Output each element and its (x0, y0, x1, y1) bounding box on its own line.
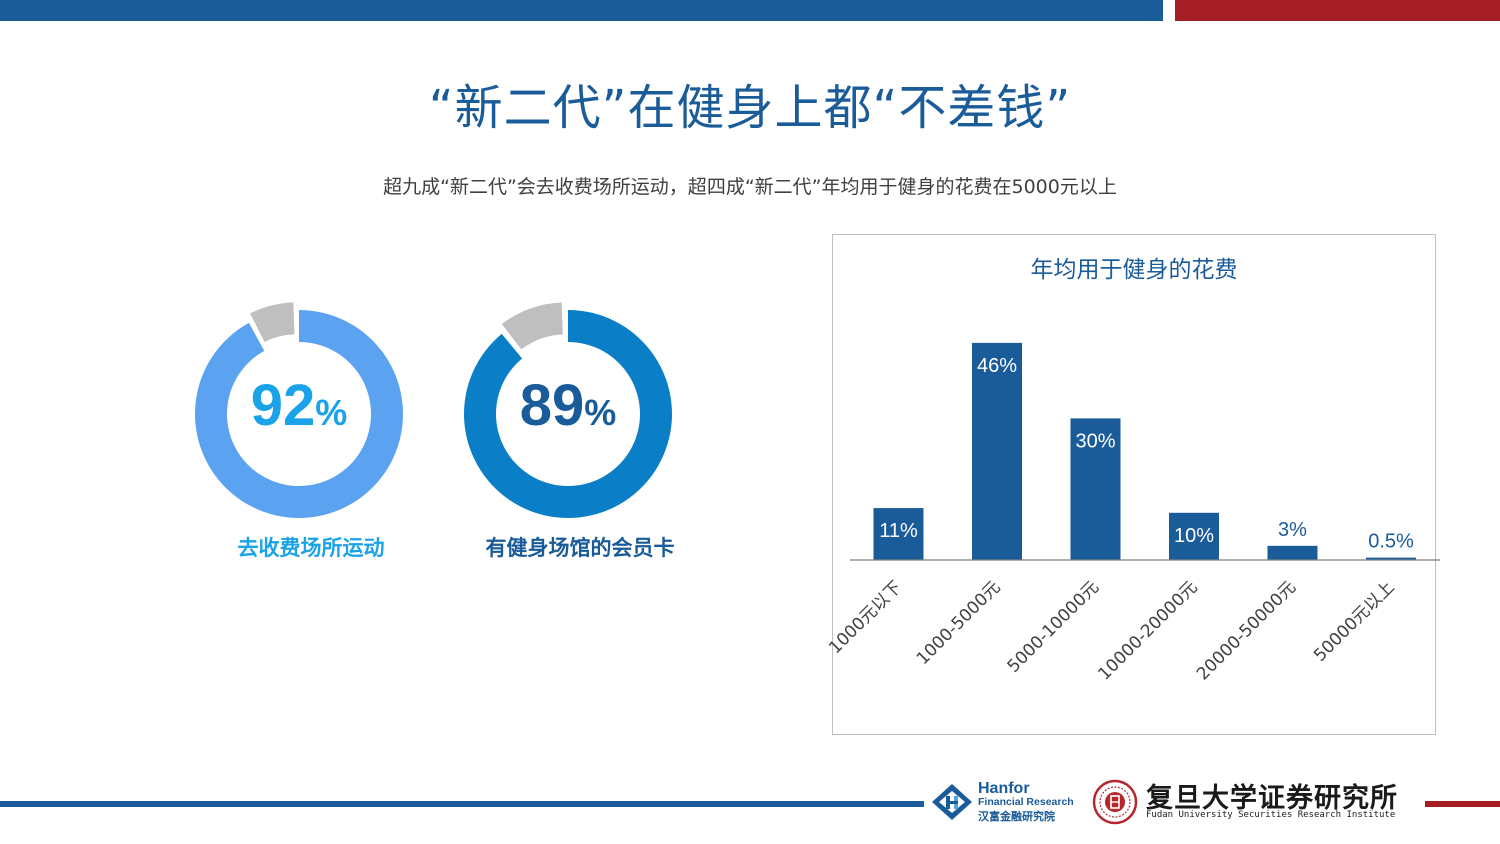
donut-label-membership: 有健身场馆的会员卡 (485, 536, 675, 560)
donut-remainder-arc (250, 302, 295, 342)
donut-ring (195, 302, 403, 518)
bar (1070, 418, 1121, 560)
donut-value-arc (464, 310, 672, 518)
hanfor-logo-icon (932, 784, 972, 820)
donut-unit: % (315, 392, 348, 433)
donut-chart-paid-venues: 92% (193, 296, 405, 520)
bottom-accent-line-blue (0, 801, 924, 807)
donut-label-paid-venues: 去收费场所运动 (237, 536, 385, 560)
donut-number: 92 (250, 373, 316, 438)
bar-data-label: 10% (1174, 525, 1214, 547)
bar-data-label: 3% (1278, 519, 1307, 541)
bar (873, 508, 924, 560)
fudan-institute-subtitle: Fudan University Securities Research Ins… (1146, 810, 1396, 820)
donut-number: 89 (519, 373, 585, 438)
donut-chart-membership: 89% (462, 296, 674, 520)
donut-remainder-arc (501, 302, 563, 350)
bar-data-label: 30% (1075, 430, 1115, 452)
bar-data-label: 0.5% (1368, 531, 1414, 553)
fudan-institute-name: 复旦大学证券研究所 (1146, 783, 1398, 814)
donut-unit: % (584, 392, 617, 433)
x-tick-label: 1000元以下 (825, 577, 906, 658)
x-tick-label: 1000-5000元 (913, 577, 1005, 669)
top-accent-bar-blue (0, 0, 1163, 21)
bar-data-label: 11% (879, 520, 918, 542)
bar-data-label: 46% (977, 355, 1017, 377)
x-tick-label: 5000-10000元 (1004, 577, 1103, 676)
bars-group: 11% 1000元以下 46% 1000-5000元 30% 5000-10000元 10%… (825, 342, 1416, 684)
x-tick-label: 50000元以上 (1310, 577, 1398, 665)
bar-chart-frame (832, 234, 1436, 735)
bottom-accent-line-red (1425, 801, 1500, 807)
donut-value: 89% (462, 372, 674, 439)
bar (972, 342, 1022, 560)
donut-value: 92% (193, 372, 405, 439)
bar (1267, 545, 1318, 560)
slide-subtitle: 超九成“新二代”会去收费场所运动，超四成“新二代”年均用于健身的花费在5000元… (383, 176, 1117, 198)
chart-title: 年均用于健身的花费 (1030, 257, 1238, 283)
bar (1169, 512, 1219, 560)
donut-value-arc (195, 310, 403, 518)
fudan-seal-icon (1092, 779, 1138, 825)
x-tick-label: 10000-20000元 (1095, 577, 1202, 684)
donut-ring (464, 302, 672, 518)
hanfor-subtitle: Financial Research (978, 796, 1074, 808)
hanfor-name: Hanfor (978, 780, 1030, 797)
bar (1366, 557, 1416, 560)
x-tick-label: 20000-50000元 (1193, 577, 1300, 684)
top-accent-bar-red (1175, 0, 1500, 21)
slide-title: “新二代”在健身上都“不差钱” (428, 80, 1072, 136)
hanfor-chinese-name: 汉富金融研究院 (978, 810, 1055, 823)
